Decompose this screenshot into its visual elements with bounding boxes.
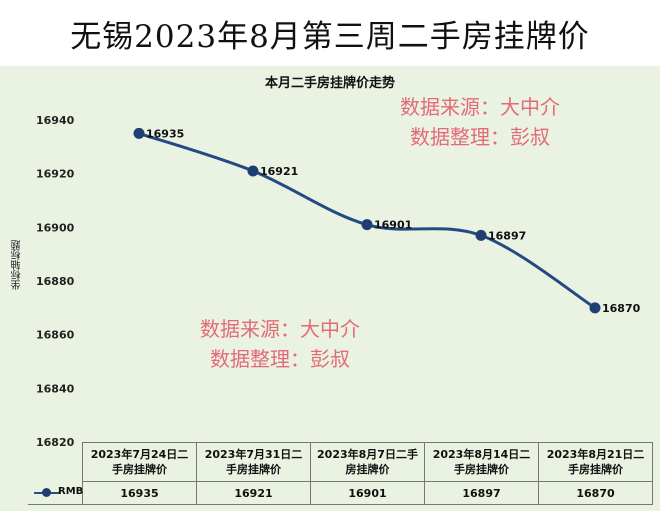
data-point	[361, 219, 373, 231]
value-cell: 16897	[424, 481, 539, 505]
data-labels: 16935 16921 16901 16897 16870	[146, 127, 641, 314]
y-axis-ticks: 16820 16840 16860 16880 16900 16920 16940	[36, 114, 75, 449]
value-cell: 16901	[310, 481, 425, 505]
value-cell: 16870	[538, 481, 653, 505]
category-cell: 2023年8月21日二 手房挂牌价	[538, 442, 653, 482]
y-tick-label: 16920	[36, 168, 75, 181]
y-tick-label: 16940	[36, 114, 75, 127]
legend-series-name: RMB	[58, 485, 84, 497]
data-table-value-row: RMB 16935 16921 16901 16897 16870	[28, 481, 653, 505]
banner-title: 无锡2023年8月第三周二手房挂牌价	[70, 18, 590, 55]
watermark-source: 数据来源：大中介	[400, 95, 560, 119]
data-label: 16935	[146, 127, 184, 140]
data-point	[475, 229, 487, 241]
data-point	[247, 165, 259, 177]
watermark-source: 数据来源：大中介	[200, 317, 360, 341]
legend-marker-icon	[42, 487, 51, 497]
data-label: 16870	[602, 302, 641, 315]
legend-key: RMB	[28, 481, 84, 505]
data-table-header-row: 2023年7月24日二 手房挂牌价 2023年7月31日二 手房挂牌价 2023年8…	[28, 442, 653, 482]
plot-area	[0, 66, 660, 511]
chart-title: 本月二手房挂牌价走势	[264, 76, 395, 91]
watermark-author: 数据整理：彭叔	[410, 125, 550, 149]
data-label: 16901	[374, 219, 412, 232]
banner: 无锡2023年8月第三周二手房挂牌价	[0, 0, 660, 66]
data-point	[589, 302, 601, 314]
category-cell: 2023年8月7日二手 房挂牌价	[310, 442, 425, 482]
data-table: 2023年7月24日二 手房挂牌价 2023年7月31日二 手房挂牌价 2023年8…	[28, 442, 653, 505]
watermark-bottom: 数据来源：大中介 数据整理：彭叔	[200, 314, 360, 374]
y-tick-label: 16880	[36, 275, 75, 288]
category-cell: 2023年7月24日二 手房挂牌价	[82, 442, 197, 482]
y-tick-label: 16840	[36, 382, 75, 395]
data-point	[133, 127, 145, 139]
category-cell: 2023年8月14日二 手房挂牌价	[424, 442, 539, 482]
y-tick-label: 16900	[36, 221, 75, 234]
watermark-top: 数据来源：大中介 数据整理：彭叔	[400, 92, 560, 152]
data-label: 16921	[260, 165, 298, 178]
data-label: 16897	[488, 229, 526, 242]
data-points	[133, 127, 601, 314]
value-cell: 16935	[82, 481, 197, 505]
category-cell: 2023年7月31日二 手房挂牌价	[196, 442, 311, 482]
data-table-corner	[28, 443, 83, 482]
y-tick-label: 16860	[36, 329, 75, 342]
y-tick-label: 16820	[36, 436, 75, 449]
watermark-author: 数据整理：彭叔	[210, 347, 350, 371]
value-cell: 16921	[196, 481, 311, 505]
